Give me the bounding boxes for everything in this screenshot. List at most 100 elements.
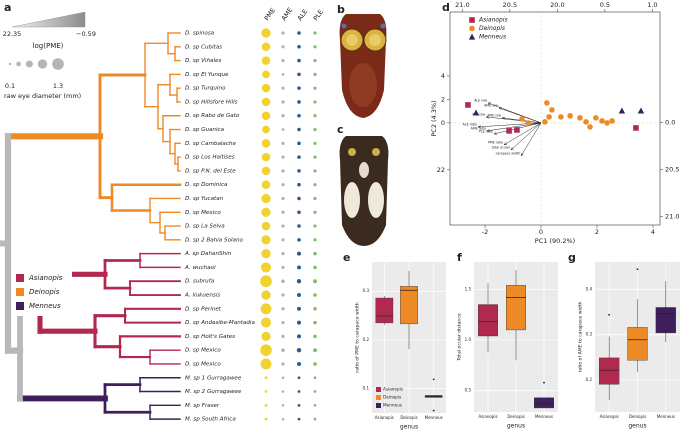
eye-dot (281, 348, 285, 352)
x-tick-label: -2 (482, 228, 488, 236)
eye-dot (281, 169, 285, 173)
taxon-label: D. sp Yucatan (185, 196, 224, 202)
point (546, 114, 552, 120)
eye-dot (313, 417, 317, 421)
eye-dot (313, 210, 317, 214)
outlier (543, 381, 545, 384)
eye-dot (313, 348, 317, 353)
x2-tick-label: 0.5 (600, 1, 610, 9)
eye-dot (297, 127, 301, 132)
loading-arrow (486, 122, 542, 132)
legend-label: Asianopis (478, 17, 508, 24)
legend-label: Deinopis (383, 395, 401, 400)
eye-dot (313, 141, 317, 145)
y-axis-title: ratio of PME to carapace width (355, 302, 361, 372)
eye-dot (297, 100, 301, 104)
eye-dot (296, 348, 302, 353)
eye-dot (297, 182, 301, 187)
y-tick-label: 2 (441, 95, 445, 103)
color-scale-title: log(PME) (33, 42, 64, 50)
eye-dot (313, 183, 317, 187)
eye-dot (281, 45, 285, 49)
taxon-label: M. sp Fraser (185, 403, 220, 409)
eye-dot (313, 155, 317, 159)
size-legend-circle (25, 60, 33, 68)
eye-dot (297, 334, 301, 339)
size-legend-circle (37, 59, 48, 69)
eye-dot (281, 224, 285, 228)
loading-label: AME raw (484, 103, 498, 107)
eye-dot (281, 183, 285, 187)
eye-dot (261, 248, 271, 259)
eye-dot (313, 72, 317, 76)
eye-dot (297, 376, 301, 380)
panel-label: c (337, 123, 344, 136)
eye-dot (281, 141, 285, 145)
taxon-label: D. sp Hillsfore Hills (185, 99, 238, 105)
y2-tick-label: 21.0 (665, 213, 679, 221)
x-tick-label: Menneus (657, 414, 675, 419)
x-tick-label: 4 (651, 228, 655, 236)
y2-tick-label: 0.0 (665, 119, 675, 127)
eye-dot (261, 331, 271, 342)
point (567, 113, 573, 119)
y-tick-label: 22 (437, 166, 445, 174)
color-scale-min: −0.59 (76, 30, 96, 38)
taxon-label: A. wuchaoi (184, 265, 216, 271)
eye-dot (281, 58, 285, 63)
box (400, 286, 418, 325)
arrow-head (493, 131, 497, 135)
eye-dot (261, 42, 271, 52)
x-tick-label: Asianopis (478, 414, 497, 419)
y-tick-label: 0.3 (586, 332, 593, 337)
eye-dot (281, 321, 285, 325)
eye-dot (281, 155, 285, 159)
loading-arrow (520, 122, 542, 156)
eye-dot (313, 100, 317, 104)
legend-marker (468, 33, 476, 40)
eye-dot (260, 262, 272, 273)
taxon-label: D. sp Mexico (185, 348, 221, 354)
size-legend-circle (52, 58, 64, 70)
arrow-head (501, 116, 506, 120)
outlier (432, 378, 435, 381)
eye-dot (313, 196, 317, 201)
legend-label: Menneus (479, 34, 506, 41)
point (519, 116, 525, 122)
legend-swatch (16, 288, 24, 296)
x-tick-label: Menneus (535, 414, 553, 419)
legend-label: Menneus (383, 403, 402, 408)
eye-dot (297, 45, 301, 49)
arrow-head (486, 129, 490, 132)
loading-label: AME ratio (471, 126, 486, 130)
arrow-head (503, 142, 508, 146)
x-tick-label: 0 (539, 228, 543, 236)
eye-dot (313, 320, 317, 325)
eye-dot (260, 344, 272, 356)
eye-dot (313, 265, 317, 270)
eye-dot (264, 417, 268, 421)
loading-label: carapace width (496, 151, 520, 155)
eye-dot (281, 210, 285, 214)
eye-dot (281, 252, 285, 256)
box (627, 327, 648, 361)
outlier (636, 268, 639, 271)
eye-dot (313, 376, 317, 380)
taxon-label: D. sp Holt's Gates (185, 334, 235, 340)
eye-dot (297, 196, 301, 201)
eye-dot (261, 193, 271, 204)
point (542, 119, 548, 125)
eye-dot (313, 58, 317, 63)
taxon-label: D. subrufa (185, 279, 215, 285)
y-tick-label: 1.0 (465, 337, 472, 342)
y-axis-title: PC2 (4.3%) (430, 100, 438, 136)
x-tick-label: 2 (595, 228, 599, 236)
eye-dot (297, 361, 301, 366)
taxon-label: D. sp Cambalache (185, 141, 236, 147)
eye-dot (281, 86, 285, 90)
taxon-label: D. sp Rabo de Gato (185, 113, 240, 119)
taxon-label: M. sp 1 Gurragawee (185, 375, 242, 381)
point (599, 118, 605, 124)
eye-dot (281, 196, 285, 201)
eye-dot (313, 169, 317, 173)
